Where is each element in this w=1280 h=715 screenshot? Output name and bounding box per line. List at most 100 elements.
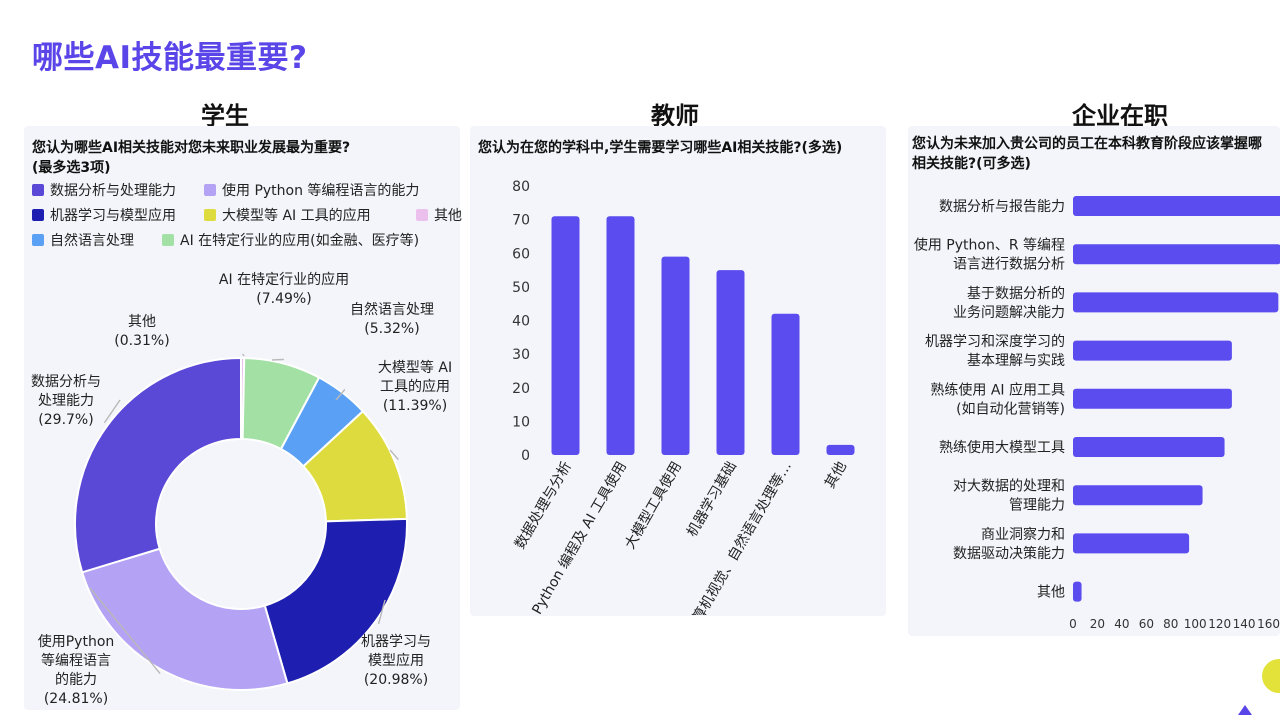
x-tick-label: 数据处理与分析 [512,459,575,552]
x-tick-label: 140 [1233,617,1256,631]
employer-bar [1073,533,1190,554]
employers-question-line2: 相关技能?(可多选) [912,156,1031,172]
legend-item: 数据分析与处理能力 [32,180,176,200]
section-title-teachers: 教师 [651,102,699,130]
legend-label: 自然语言处理 [50,233,134,249]
legend-label: 大模型等 AI 工具的应用 [222,208,371,224]
x-tick-label: 120 [1208,617,1231,631]
legend-label: 使用 Python 等编程语言的能力 [222,183,420,199]
x-tick-label: 40 [1114,617,1129,631]
teacher-bar [661,256,690,455]
legend-label: 其他 [434,208,462,224]
donut-slice-label: 其他(0.31%) [114,314,169,349]
employer-bar [1073,340,1232,361]
students-question-line1: 您认为哪些AI相关技能对您未来职业发展最为重要? [32,140,351,156]
y-tick-label: 10 [512,414,530,430]
page-title: 哪些AI技能最重要? [32,40,308,76]
legend-item: 使用 Python 等编程语言的能力 [204,180,419,200]
students-question: 您认为哪些AI相关技能对您未来职业发展最为重要? (最多选3项) [32,138,462,178]
y-category-label: 熟练使用 AI 应用工具(如自动化营销等) [930,381,1065,417]
donut-leader-line [377,599,386,625]
employer-bar [1073,485,1203,506]
y-category-label: 数据分析与报告能力 [939,199,1065,215]
donut-slice-label: 数据分析与处理能力(29.7%) [31,374,101,428]
teacher-bar [826,444,855,455]
employer-bar [1073,292,1279,313]
x-tick-label: 0 [1069,617,1077,631]
donut-slice-label: AI 在特定行业的应用(7.49%) [219,271,349,307]
corner-decoration [1262,659,1280,693]
donut-leader-line [242,353,245,357]
donut-leader-line [89,587,161,674]
y-tick-label: 20 [512,381,530,397]
teacher-bar [606,216,635,455]
donut-slice-label: 大模型等 AI 工具的应用(11.39%) [378,359,452,414]
legend-label: 数据分析与处理能力 [50,183,176,199]
legend-item: AI 在特定行业的应用(如金融、医疗等) [162,230,419,250]
x-tick-label: 大模型工具使用 [621,459,685,552]
y-category-label: 其他 [1037,585,1065,601]
donut-slice-label: 自然语言处理(5.32%) [350,301,434,337]
section-title-employers: 企业在职 [1072,102,1168,130]
y-tick-label: 30 [512,347,530,363]
teacher-bar [551,216,580,455]
employer-bar [1073,581,1082,602]
donut-leader-line [335,388,346,401]
legend-item: 机器学习与模型应用 [32,205,176,225]
students-question-line2: (最多选3项) [32,160,111,176]
legend-swatch [204,209,216,221]
legend-swatch [162,234,174,246]
x-tick-label: 100 [1184,617,1207,631]
students-donut-chart: 其他(0.31%) AI 在特定行业的应用(7.49%)自然语言处理(5.32%)… [31,271,452,707]
legend-swatch [32,209,44,221]
section-title-students: 学生 [201,102,249,130]
donut-slice-label: 使用Python 等编程语言的能力(24.81%) [38,633,115,707]
x-tick-label: 160 [1257,617,1280,631]
x-tick-label: 20 [1090,617,1105,631]
y-category-label: 使用 Python、R 等编程语言进行数据分析 [914,237,1065,273]
employer-bar [1073,437,1225,457]
x-tick-label: 其他 [822,459,850,491]
legend-item: 大模型等 AI 工具的应用 [204,205,371,225]
donut-leader-line [271,358,284,361]
donut-slice [74,356,242,574]
legend-label: 机器学习与模型应用 [50,208,176,224]
y-tick-label: 60 [512,246,530,262]
employer-bar [1073,244,1280,265]
legend-swatch [32,234,44,246]
teacher-bar [716,270,745,455]
donut-slice [80,547,289,691]
employers-question-line1: 您认为未来加入贵公司的员工在本科教育阶段应该掌握哪 [912,136,1262,152]
y-tick-label: 70 [512,213,530,229]
donut-slice [263,517,408,685]
teachers-question: 您认为在您的学科中,学生需要学习哪些AI相关技能?(多选) [478,140,843,156]
employers-question: 您认为未来加入贵公司的员工在本科教育阶段应该掌握哪 相关技能?(可多选) [912,134,1280,174]
y-tick-label: 80 [512,179,530,195]
y-category-label: 对大数据的处理和管理能力 [953,479,1065,514]
y-category-label: 商业洞察力和数据驱动决策能力 [953,526,1065,562]
employer-bar [1073,388,1232,409]
x-tick-label: 60 [1139,617,1154,631]
legend-swatch [416,209,428,221]
x-tick-label: 机器学习基础 [683,459,740,540]
employer-bar [1073,196,1280,216]
legend-swatch [204,184,216,196]
y-category-label: 基于数据分析的业务问题解决能力 [953,285,1065,321]
y-tick-label: 40 [512,314,530,330]
x-tick-label: 80 [1163,617,1178,631]
y-category-label: 熟练使用大模型工具 [939,439,1065,456]
y-tick-label: 0 [521,448,530,464]
donut-leader-line [103,399,121,424]
legend-label: AI 在特定行业的应用(如金融、医疗等) [180,233,420,249]
legend-item: 自然语言处理 [32,230,134,250]
donut-slice-label: 机器学习与模型应用(20.98%) [361,634,431,688]
donut-leader-line [389,449,399,461]
legend-item: 其他 [416,205,462,225]
y-category-label: 机器学习和深度学习的基本理解与实践 [925,334,1065,369]
teacher-bar [771,313,800,455]
legend-swatch [32,184,44,196]
corner-logo-mark [1238,705,1252,715]
y-tick-label: 50 [512,280,530,296]
